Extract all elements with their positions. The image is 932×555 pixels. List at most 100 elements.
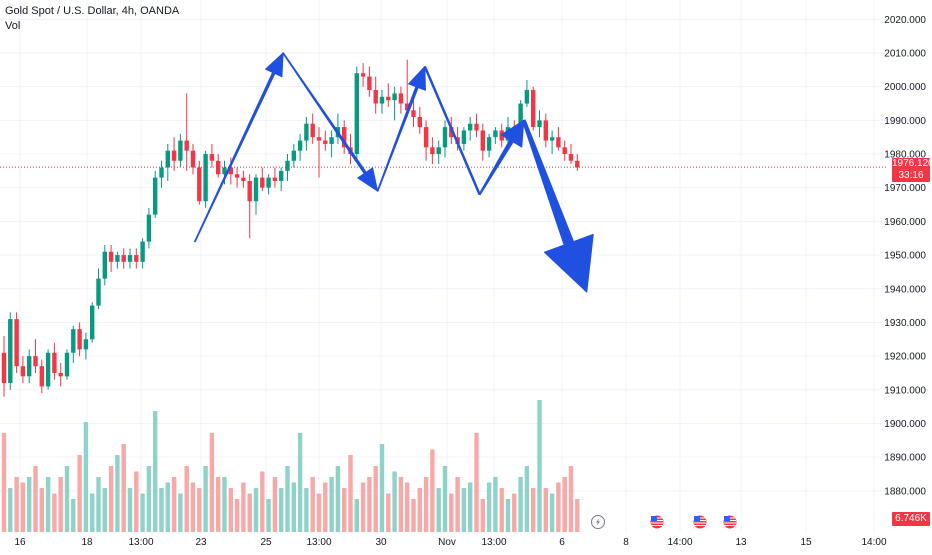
price-tick-label: 1940.000 <box>884 284 926 295</box>
price-tick-label: 1970.000 <box>884 183 926 194</box>
candle <box>216 154 221 178</box>
candle <box>27 349 32 384</box>
forecast-arrow[interactable] <box>521 119 594 293</box>
time-tick-label: 23 <box>195 537 207 548</box>
candle-body <box>266 177 271 188</box>
forecast-arrow[interactable] <box>282 52 379 192</box>
candle-body <box>531 90 536 128</box>
candle <box>568 143 574 165</box>
candle <box>260 167 265 192</box>
candle-body <box>398 93 404 104</box>
candle-body <box>379 96 385 104</box>
volume-bar <box>127 488 133 532</box>
candle <box>392 86 397 121</box>
candle-body <box>386 96 391 101</box>
volume-bar <box>222 477 227 532</box>
volume-bar <box>556 482 561 532</box>
time-tick-label: 13 <box>735 537 747 548</box>
volume-bar <box>430 449 435 532</box>
time-tick-label: 13:00 <box>128 537 153 548</box>
volume-bar <box>537 400 542 532</box>
candle <box>115 251 120 269</box>
volume-bar <box>253 488 259 532</box>
volume-bar <box>83 422 89 532</box>
candle <box>304 116 309 151</box>
chart-legend: Gold Spot / U.S. Dollar, 4h, OANDA Vol <box>5 4 179 34</box>
volume-bar <box>505 499 511 532</box>
forecast-arrows[interactable] <box>194 52 594 293</box>
trend-line[interactable] <box>423 65 481 195</box>
volume-bar <box>379 444 385 532</box>
candle-body <box>39 366 44 387</box>
candle <box>323 130 328 151</box>
candle-body <box>480 130 485 151</box>
candle <box>121 248 126 269</box>
candle <box>159 160 164 188</box>
candle-body <box>468 123 473 131</box>
candle-body <box>442 127 448 148</box>
lightning-icon[interactable] <box>591 515 605 529</box>
candle-body <box>253 177 259 202</box>
candle-body <box>279 170 284 181</box>
candle-body <box>45 352 51 387</box>
candle <box>1 335 7 397</box>
volume-bar <box>266 499 271 532</box>
volume-bar <box>417 488 422 532</box>
volume-bar <box>323 482 328 532</box>
candle <box>209 143 215 168</box>
volume-bar <box>480 499 485 532</box>
candle-body <box>64 352 70 377</box>
candle-body <box>8 319 13 384</box>
candle <box>556 127 561 151</box>
candle <box>184 93 189 171</box>
us-flag-icon[interactable] <box>722 514 738 530</box>
time-axis[interactable]: 16 18 13:00 23 25 13:00 30 Nov 13:00 6 8 14:00 13 15 1… <box>14 537 887 548</box>
us-flag-icon[interactable] <box>692 514 708 530</box>
price-axis[interactable]: 2020.000 2010.000 2000.000 1990.000 1980.000… <box>884 15 926 498</box>
candle-body <box>159 167 164 178</box>
volume-bar <box>543 488 548 532</box>
volume-bar <box>27 477 32 532</box>
candle-body <box>20 366 26 377</box>
price-tick-label: 2000.000 <box>884 82 926 93</box>
volume-bar <box>455 477 460 532</box>
volume-bar <box>228 488 233 532</box>
candle-body <box>436 147 441 155</box>
forecast-arrow[interactable] <box>194 52 284 243</box>
volume-bar <box>178 493 183 532</box>
candle-body <box>474 123 479 131</box>
candle <box>102 244 107 286</box>
candle-body <box>33 356 38 367</box>
candle <box>83 332 89 360</box>
candle <box>524 79 530 107</box>
candle-body <box>373 90 378 104</box>
candle <box>291 143 296 168</box>
candle <box>39 359 44 394</box>
volume-bar <box>342 488 347 532</box>
volume-series <box>1 400 580 532</box>
candle-body <box>575 160 580 168</box>
candle <box>329 130 334 158</box>
candle <box>423 120 429 161</box>
time-tick-label: 14:00 <box>667 537 692 548</box>
candle-body <box>430 147 435 155</box>
candle-body <box>234 174 240 178</box>
candle <box>373 76 378 114</box>
price-tick-label: 1950.000 <box>884 251 926 262</box>
volume-bar <box>335 466 341 532</box>
volume-bar <box>14 477 19 532</box>
us-flag-icon[interactable] <box>649 514 665 530</box>
volume-bar <box>285 466 290 532</box>
volume-bar <box>367 477 372 532</box>
candle <box>77 322 82 357</box>
candle <box>108 244 114 272</box>
forecast-arrow[interactable] <box>376 65 426 192</box>
volume-bar <box>115 455 120 532</box>
forecast-arrow[interactable] <box>478 119 525 196</box>
volume-bar <box>33 466 38 532</box>
volume-bar <box>58 477 63 532</box>
time-tick-label: 14:00 <box>861 537 886 548</box>
volume-bar <box>474 433 479 532</box>
